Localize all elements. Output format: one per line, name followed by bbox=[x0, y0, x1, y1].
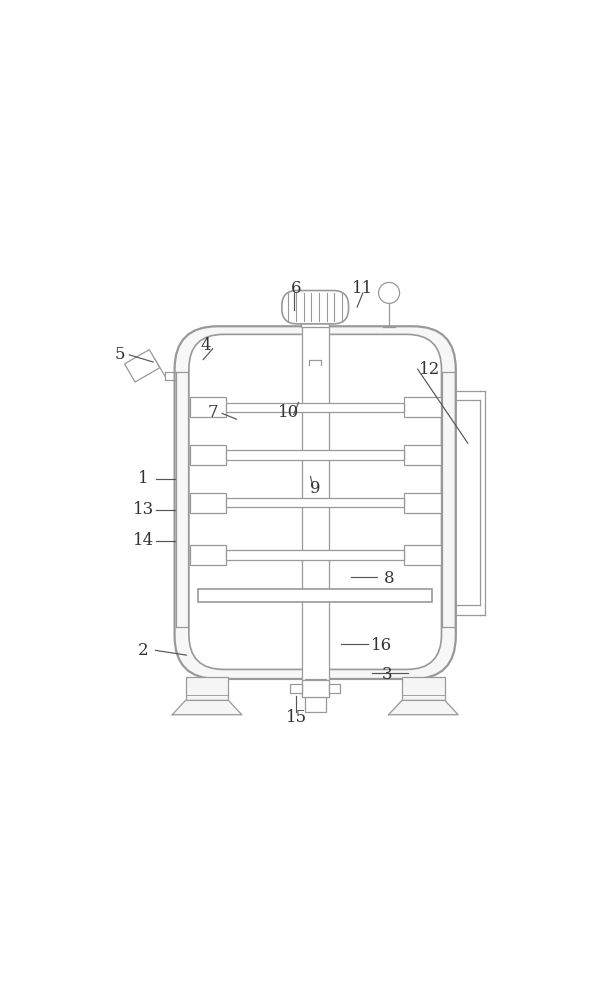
Text: 5: 5 bbox=[114, 346, 125, 363]
Text: 10: 10 bbox=[279, 404, 300, 421]
Bar bbox=[402, 677, 445, 700]
Text: 4: 4 bbox=[200, 337, 211, 354]
FancyBboxPatch shape bbox=[189, 334, 442, 669]
Bar bbox=[190, 493, 226, 513]
Polygon shape bbox=[172, 700, 242, 715]
Bar bbox=[186, 677, 228, 700]
Bar bbox=[301, 323, 330, 327]
Bar bbox=[304, 679, 326, 712]
FancyBboxPatch shape bbox=[282, 291, 349, 324]
FancyBboxPatch shape bbox=[175, 326, 456, 679]
Text: 15: 15 bbox=[285, 709, 307, 726]
Text: 2: 2 bbox=[138, 642, 149, 659]
Bar bbox=[404, 493, 440, 513]
Text: 16: 16 bbox=[371, 637, 392, 654]
Text: 14: 14 bbox=[133, 532, 154, 549]
Bar bbox=[226, 450, 404, 460]
Text: 3: 3 bbox=[381, 666, 392, 683]
Bar bbox=[404, 545, 440, 565]
Text: 9: 9 bbox=[310, 480, 320, 497]
Circle shape bbox=[379, 282, 400, 303]
Bar bbox=[404, 397, 440, 417]
Text: 11: 11 bbox=[352, 280, 373, 297]
Text: 13: 13 bbox=[133, 501, 154, 518]
Bar bbox=[190, 397, 226, 417]
Text: 8: 8 bbox=[384, 570, 394, 587]
Bar bbox=[226, 403, 404, 412]
Text: 1: 1 bbox=[138, 470, 149, 487]
Bar bbox=[190, 445, 226, 465]
Bar bbox=[290, 684, 302, 693]
Polygon shape bbox=[125, 350, 160, 382]
Bar bbox=[328, 684, 341, 693]
Text: 12: 12 bbox=[419, 361, 440, 378]
Bar bbox=[226, 498, 404, 507]
Bar bbox=[302, 321, 328, 696]
Polygon shape bbox=[389, 700, 458, 715]
Text: 6: 6 bbox=[291, 280, 301, 297]
Bar bbox=[302, 680, 328, 697]
Bar bbox=[226, 550, 404, 560]
Bar bbox=[190, 545, 226, 565]
Bar bbox=[404, 445, 440, 465]
Bar bbox=[199, 589, 432, 602]
Text: 7: 7 bbox=[207, 404, 218, 421]
